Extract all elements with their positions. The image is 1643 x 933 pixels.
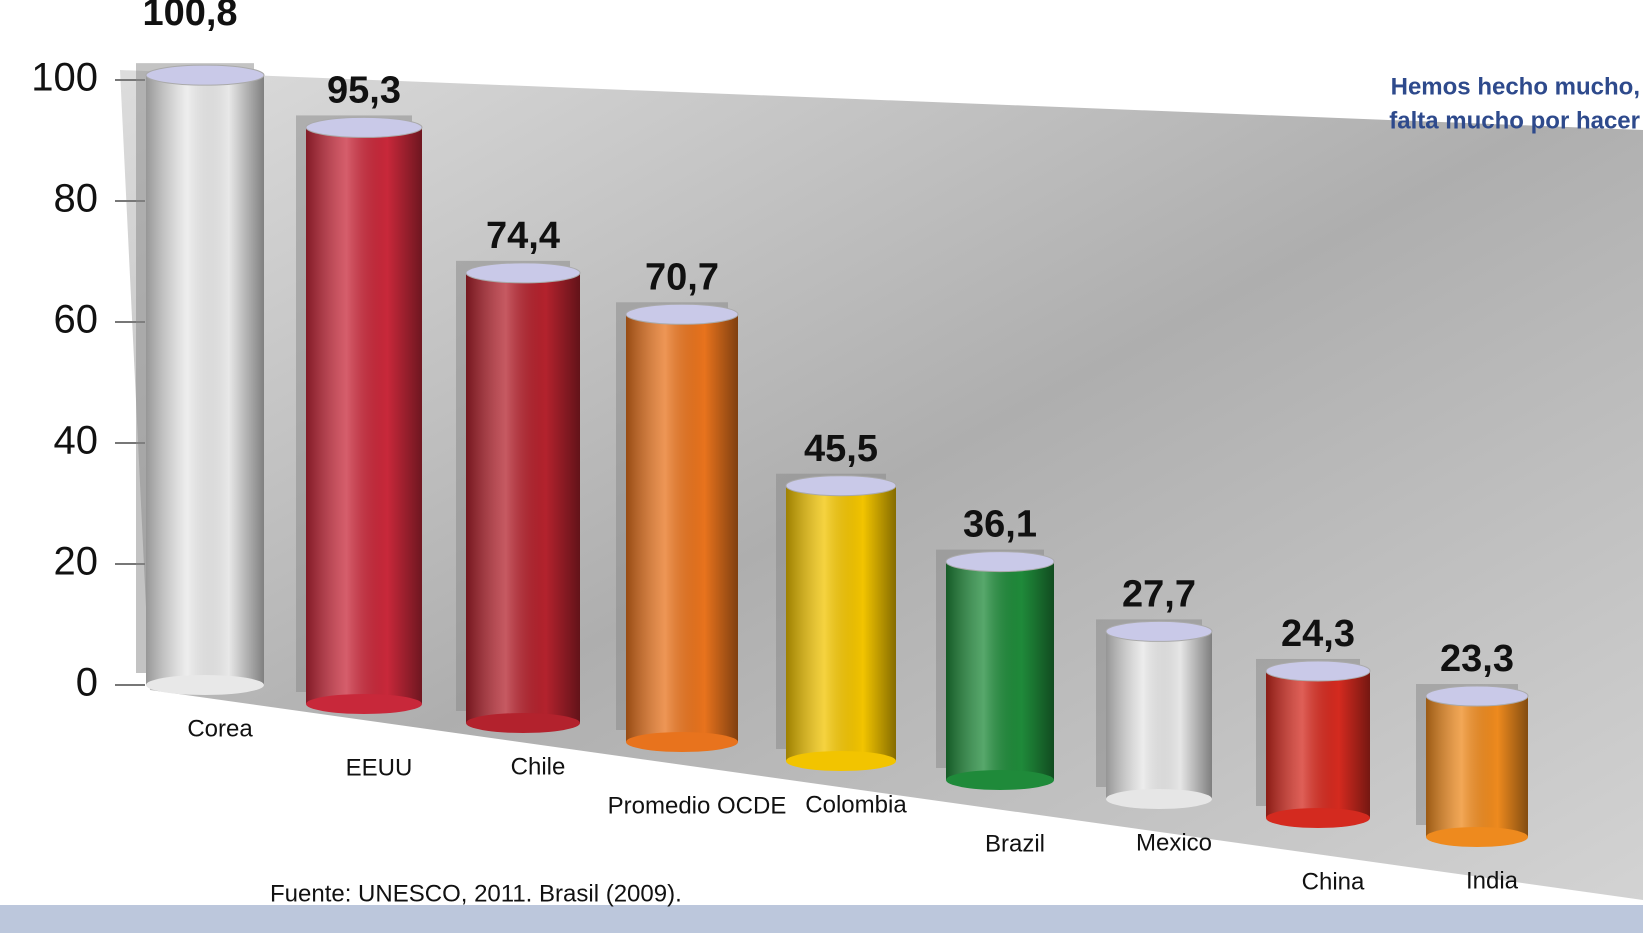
bar-bottom — [786, 751, 896, 771]
value-label: 95,3 — [327, 69, 401, 111]
y-tick-label: 40 — [54, 419, 99, 463]
bar-shading — [1106, 631, 1212, 799]
y-tick-label: 20 — [54, 540, 99, 584]
y-tick-label: 100 — [31, 56, 98, 100]
value-label: 24,3 — [1281, 613, 1355, 655]
bar-bottom — [1106, 789, 1212, 809]
annotation: Hemos hecho mucho, — [1391, 73, 1640, 100]
bar-cap — [1105, 620, 1213, 642]
bar-cap — [145, 64, 265, 86]
y-tick-label: 60 — [54, 298, 99, 342]
x-tick-label: Corea — [187, 715, 253, 742]
value-label: 74,4 — [486, 215, 560, 257]
y-tick-label: 0 — [76, 661, 98, 705]
bar-shading — [1426, 696, 1528, 837]
bar-bottom — [1266, 808, 1370, 828]
bar-bottom — [306, 694, 422, 714]
y-tick-label: 80 — [54, 177, 99, 221]
bar-shading — [786, 485, 896, 761]
bar-cap — [785, 475, 897, 497]
value-label: 100,8 — [142, 0, 237, 34]
annotation: falta mucho por hacer — [1389, 107, 1640, 134]
bar-shading — [626, 314, 738, 742]
x-tick-label: Colombia — [805, 791, 907, 818]
bar-shading — [946, 561, 1054, 780]
footer-band — [0, 905, 1643, 933]
bar-bottom — [626, 732, 738, 752]
bar-bottom — [946, 770, 1054, 790]
x-tick-label: EEUU — [346, 754, 413, 781]
bar-cap — [1425, 685, 1529, 707]
x-tick-label: Brazil — [985, 830, 1045, 857]
bar-cap — [625, 303, 739, 325]
x-tick-label: Mexico — [1136, 829, 1212, 856]
value-label: 36,1 — [963, 504, 1037, 546]
value-label: 23,3 — [1440, 638, 1514, 680]
bar-shading — [146, 75, 264, 685]
source: Fuente: UNESCO, 2011. Brasil (2009). — [270, 880, 682, 907]
bar-cap — [1265, 660, 1371, 682]
bar-shading — [306, 127, 422, 704]
x-tick-label: China — [1302, 868, 1365, 895]
bar-shading — [466, 272, 580, 723]
x-tick-label: Chile — [511, 753, 566, 780]
x-tick-label: Promedio OCDE — [608, 792, 787, 819]
x-tick-label: India — [1466, 867, 1519, 894]
bar-bottom — [466, 713, 580, 733]
bar-shading — [1266, 670, 1370, 818]
bar-cap — [465, 262, 581, 284]
value-label: 45,5 — [804, 428, 878, 470]
bar-cap — [305, 116, 423, 138]
bar-bottom — [146, 675, 264, 695]
value-label: 70,7 — [645, 256, 719, 298]
value-label: 27,7 — [1122, 573, 1196, 615]
bar-bottom — [1426, 827, 1528, 847]
bar-cap — [945, 551, 1055, 573]
